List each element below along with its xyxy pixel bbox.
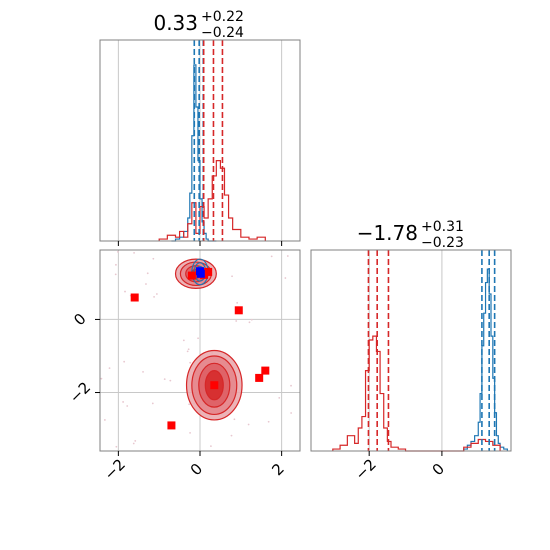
scatter-sample-dot-11 xyxy=(286,255,289,257)
scatter-ytick-label-1: 0 xyxy=(70,310,89,329)
hist-2-xtick-label-1: 0 xyxy=(429,460,448,479)
scatter-red-marker-4 xyxy=(210,381,219,390)
scatter-sample-dot-41 xyxy=(163,378,166,381)
scatter-sample-dot-10 xyxy=(134,440,137,442)
scatter-sample-dot-13 xyxy=(290,412,293,414)
scatter-red-marker-3 xyxy=(187,271,196,280)
scatter-xtick-label-1: 0 xyxy=(187,460,206,479)
scatter-sample-dot-20 xyxy=(169,379,172,382)
scatter-sample-dot-54 xyxy=(231,275,233,278)
hist-2-panel: −2 0 xyxy=(310,249,512,484)
scatter-sample-dot-8 xyxy=(233,418,236,421)
scatter-sample-dot-14 xyxy=(182,339,185,342)
scatter-sample-dot-45 xyxy=(100,377,103,380)
scatter-sample-dot-1 xyxy=(122,401,124,403)
scatter-red-marker-6 xyxy=(261,366,270,375)
hist-2-title: −1.78 +0.31 −0.23 xyxy=(357,219,464,251)
scatter-sample-dot-5 xyxy=(155,293,158,295)
scatter-sample-dot-17 xyxy=(188,403,191,406)
scatter-sample-dot-47 xyxy=(116,250,119,253)
scatter-sample-dot-33 xyxy=(189,361,192,364)
scatter-sample-dot-51 xyxy=(278,396,281,399)
scatter-sample-dot-6 xyxy=(230,434,233,437)
scatter-sample-dot-30 xyxy=(290,384,292,387)
hist-1-panel xyxy=(99,39,301,246)
hist-1-title-value: 0.33 xyxy=(153,11,198,35)
scatter-sample-dot-21 xyxy=(115,263,117,266)
scatter-sample-dot-40 xyxy=(210,445,212,448)
scatter-sample-dot-16 xyxy=(133,251,135,254)
hist-2-series-0 xyxy=(463,268,508,451)
hist-2-title-value: −1.78 xyxy=(357,221,418,245)
scatter-red-marker-0 xyxy=(130,293,139,302)
scatter-sample-dot-55 xyxy=(145,283,147,285)
scatter-sample-dot-2 xyxy=(187,348,190,351)
scatter-sample-dot-3 xyxy=(114,273,117,276)
scatter-red-marker-8 xyxy=(204,267,213,276)
scatter-sample-dot-39 xyxy=(248,321,251,324)
scatter-sample-dot-37 xyxy=(270,255,273,258)
scatter-blue-marker-1 xyxy=(196,269,205,278)
hist-1-title-plus: +0.22 xyxy=(201,9,244,25)
hist-1-title-minus: −0.24 xyxy=(201,25,244,41)
scatter-sample-dot-27 xyxy=(189,431,191,434)
scatter-panel: −2 0 2 −2 0 xyxy=(66,249,301,484)
scatter-sample-dot-0 xyxy=(197,337,199,340)
hist-2-title-minus: −0.23 xyxy=(421,235,464,251)
scatter-sample-dot-29 xyxy=(235,320,238,322)
scatter-sample-dot-38 xyxy=(284,277,287,279)
scatter-sample-dot-25 xyxy=(250,318,253,321)
scatter-red-marker-7 xyxy=(167,421,176,430)
scatter-sample-dot-43 xyxy=(236,301,239,304)
scatter-sample-dot-28 xyxy=(108,367,111,370)
scatter-sample-dot-50 xyxy=(124,290,126,293)
svg-text:0.33: 0.33 xyxy=(153,11,198,35)
hist-2-axes-frame xyxy=(310,249,512,452)
hist-2-xtick-label-0: −2 xyxy=(351,455,379,483)
scatter-ytick-label-0: −2 xyxy=(66,378,94,406)
scatter-sample-dot-35 xyxy=(247,423,250,426)
scatter-sample-dot-52 xyxy=(103,419,106,421)
scatter-red-marker-1 xyxy=(234,306,243,315)
svg-text:−1.78: −1.78 xyxy=(357,221,418,245)
scatter-sample-dot-34 xyxy=(151,402,154,405)
hist-2-title-plus: +0.31 xyxy=(421,219,464,235)
hist-2-series-1 xyxy=(332,335,501,452)
scatter-sample-dot-42 xyxy=(142,370,144,373)
scatter-sample-dot-56 xyxy=(132,442,135,445)
hist-1-series-1 xyxy=(158,160,266,241)
scatter-red-marker-5 xyxy=(255,373,264,382)
scatter-sample-dot-44 xyxy=(152,257,155,260)
scatter-xtick-label-0: −2 xyxy=(101,455,129,483)
scatter-sample-dot-36 xyxy=(153,296,155,298)
scatter-sample-dot-31 xyxy=(186,350,189,353)
hist-2-background xyxy=(311,250,511,451)
scatter-sample-dot-57 xyxy=(115,445,118,448)
scatter-xtick-label-2: 2 xyxy=(268,460,287,479)
scatter-sample-dot-22 xyxy=(146,272,149,275)
scatter-sample-dot-59 xyxy=(267,420,270,423)
hist-1-title: 0.33 +0.22 −0.24 xyxy=(153,9,244,41)
scatter-sample-dot-26 xyxy=(126,405,129,407)
scatter-sample-dot-12 xyxy=(123,360,126,363)
